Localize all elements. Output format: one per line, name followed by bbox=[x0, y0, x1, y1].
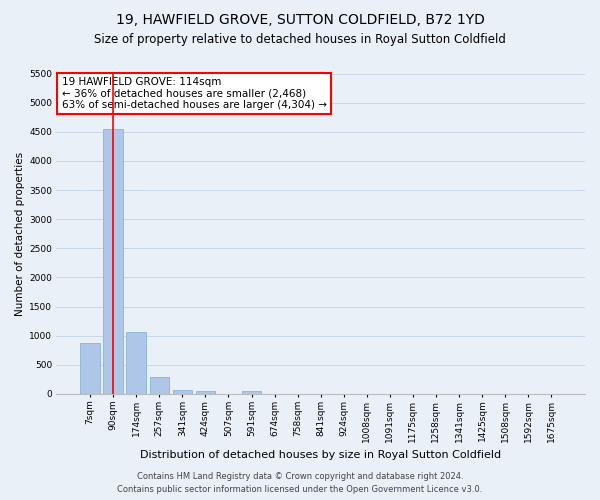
Text: Contains HM Land Registry data © Crown copyright and database right 2024.
Contai: Contains HM Land Registry data © Crown c… bbox=[118, 472, 482, 494]
Bar bbox=[80, 342, 100, 394]
X-axis label: Distribution of detached houses by size in Royal Sutton Coldfield: Distribution of detached houses by size … bbox=[140, 450, 501, 460]
Bar bbox=[149, 377, 169, 394]
Text: 19 HAWFIELD GROVE: 114sqm
← 36% of detached houses are smaller (2,468)
63% of se: 19 HAWFIELD GROVE: 114sqm ← 36% of detac… bbox=[62, 76, 326, 110]
Text: 19, HAWFIELD GROVE, SUTTON COLDFIELD, B72 1YD: 19, HAWFIELD GROVE, SUTTON COLDFIELD, B7… bbox=[116, 12, 484, 26]
Bar bbox=[242, 391, 262, 394]
Text: Size of property relative to detached houses in Royal Sutton Coldfield: Size of property relative to detached ho… bbox=[94, 32, 506, 46]
Bar bbox=[173, 390, 192, 394]
Bar bbox=[127, 332, 146, 394]
Bar bbox=[196, 391, 215, 394]
Bar bbox=[103, 130, 123, 394]
Y-axis label: Number of detached properties: Number of detached properties bbox=[15, 152, 25, 316]
